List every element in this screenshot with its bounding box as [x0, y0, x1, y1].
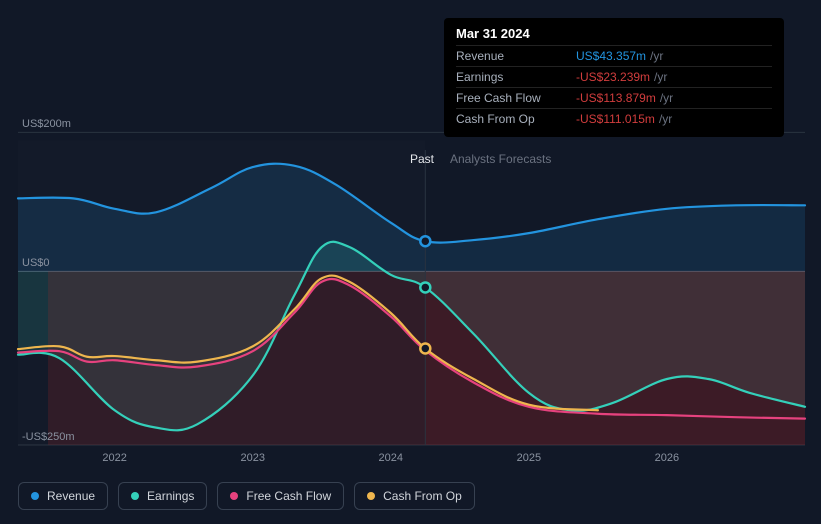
tooltip-row-suffix: /yr — [659, 112, 672, 126]
tooltip-row-value: US$43.357m — [576, 49, 646, 63]
x-tick-label: 2022 — [102, 452, 126, 464]
x-tick-label: 2026 — [655, 452, 679, 464]
legend-label: Earnings — [147, 489, 194, 503]
tooltip-row-value: -US$113.879m — [576, 91, 656, 105]
tooltip-row: Earnings-US$23.239m/yr — [456, 66, 772, 87]
y-tick-label: US$0 — [22, 257, 50, 269]
chart-tooltip: Mar 31 2024 RevenueUS$43.357m/yrEarnings… — [444, 18, 784, 137]
legend-item[interactable]: Cash From Op — [354, 482, 475, 510]
tooltip-row-label: Revenue — [456, 49, 576, 63]
x-tick-label: 2023 — [240, 452, 264, 464]
tooltip-row: Free Cash Flow-US$113.879m/yr — [456, 87, 772, 108]
legend: Revenue Earnings Free Cash Flow Cash From O… — [18, 482, 475, 510]
legend-dot-icon — [131, 492, 139, 500]
tooltip-row: Cash From Op-US$111.015m/yr — [456, 108, 772, 129]
legend-label: Free Cash Flow — [246, 489, 331, 503]
legend-item[interactable]: Free Cash Flow — [217, 482, 344, 510]
legend-item[interactable]: Earnings — [118, 482, 207, 510]
legend-label: Revenue — [47, 489, 95, 503]
tooltip-date: Mar 31 2024 — [456, 26, 772, 45]
tooltip-row-value: -US$23.239m — [576, 70, 650, 84]
tooltip-row-value: -US$111.015m — [576, 112, 655, 126]
series-marker — [420, 282, 430, 292]
tooltip-row-suffix: /yr — [654, 70, 667, 84]
tooltip-row-label: Free Cash Flow — [456, 91, 576, 105]
legend-dot-icon — [367, 492, 375, 500]
y-tick-label: -US$250m — [22, 431, 75, 443]
legend-dot-icon — [31, 492, 39, 500]
period-forecast-label: Analysts Forecasts — [450, 152, 551, 166]
financial-chart: US$200m US$0 -US$250m 2022 2023 2024 2025 2026… — [0, 0, 821, 524]
x-tick-label: 2025 — [517, 452, 541, 464]
period-past-label: Past — [410, 152, 434, 166]
series-marker — [420, 343, 430, 353]
series-marker — [420, 236, 430, 246]
legend-label: Cash From Op — [383, 489, 462, 503]
legend-dot-icon — [230, 492, 238, 500]
y-tick-label: US$200m — [22, 118, 71, 130]
tooltip-row-label: Earnings — [456, 70, 576, 84]
x-tick-label: 2024 — [379, 452, 403, 464]
tooltip-row-suffix: /yr — [660, 91, 673, 105]
tooltip-row: RevenueUS$43.357m/yr — [456, 45, 772, 66]
tooltip-row-label: Cash From Op — [456, 112, 576, 126]
legend-item[interactable]: Revenue — [18, 482, 108, 510]
tooltip-row-suffix: /yr — [650, 49, 663, 63]
